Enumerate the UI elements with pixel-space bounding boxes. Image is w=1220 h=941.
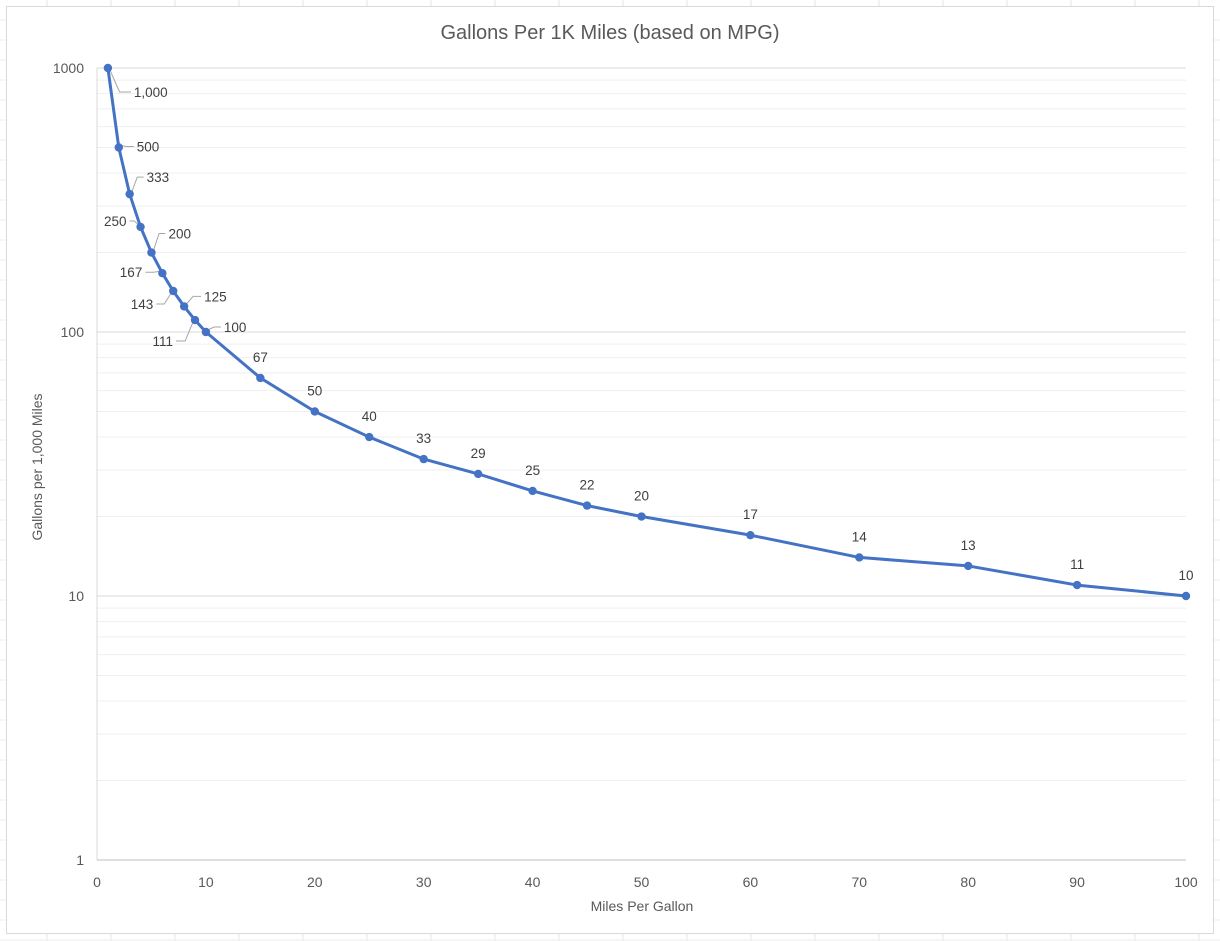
chart-title[interactable]: Gallons Per 1K Miles (based on MPG) — [440, 22, 779, 44]
data-point[interactable] — [855, 553, 864, 562]
leader-line — [185, 295, 202, 305]
data-label[interactable]: 13 — [961, 538, 976, 553]
data-label[interactable]: 50 — [307, 383, 322, 398]
data-point[interactable] — [1072, 580, 1082, 590]
leader-line — [152, 233, 166, 251]
x-axis-ticks: 0 10 20 30 40 50 60 70 80 90 100 — [93, 874, 1198, 890]
data-label[interactable]: 11 — [1070, 557, 1084, 572]
data-point[interactable] — [528, 486, 537, 496]
data-point[interactable] — [179, 302, 189, 311]
data-point[interactable] — [125, 189, 134, 199]
leader-line — [207, 326, 221, 331]
data-label[interactable]: 143 — [131, 297, 154, 312]
data-point[interactable] — [964, 561, 973, 571]
data-label[interactable]: 22 — [580, 478, 595, 493]
y-tick-label: 10 — [68, 588, 84, 604]
data-label[interactable]: 33 — [416, 431, 431, 446]
leader-line — [176, 321, 194, 342]
data-point[interactable] — [114, 143, 123, 152]
data-point[interactable] — [158, 269, 167, 278]
data-point[interactable] — [419, 454, 428, 464]
y-tick-label: 1 — [76, 852, 84, 868]
x-tick-label: 80 — [960, 874, 976, 890]
minor-gridlines — [97, 79, 1186, 782]
data-point[interactable] — [1181, 591, 1191, 601]
x-tick-label: 20 — [307, 874, 323, 890]
data-label[interactable]: 167 — [120, 265, 143, 280]
data-label[interactable]: 40 — [362, 409, 377, 424]
x-tick-label: 50 — [634, 874, 650, 890]
data-label[interactable]: 29 — [471, 446, 486, 461]
data-point[interactable] — [637, 512, 646, 521]
x-tick-label: 30 — [416, 874, 432, 890]
data-labels: 1,000 500 333 250 200 167 143 125 111 100 67 50 40 33… — [104, 85, 1193, 583]
leader-line — [120, 144, 134, 147]
data-label[interactable]: 1,000 — [134, 85, 168, 100]
x-tick-label: 0 — [93, 874, 101, 890]
y-axis-ticks: 1 10 100 1000 — [53, 60, 84, 868]
leader-line — [156, 292, 172, 305]
data-point[interactable] — [201, 327, 211, 337]
data-label[interactable]: 125 — [204, 289, 227, 304]
data-label[interactable]: 111 — [152, 334, 173, 349]
x-tick-label: 70 — [852, 874, 868, 890]
y-axis-title[interactable]: Gallons per 1,000 Miles — [29, 393, 45, 540]
data-label[interactable]: 100 — [224, 320, 247, 335]
data-point[interactable] — [169, 286, 178, 296]
data-label-leader-lines — [109, 69, 221, 342]
leader-line — [131, 176, 144, 193]
data-label[interactable]: 250 — [104, 214, 127, 229]
data-label[interactable]: 20 — [634, 489, 649, 504]
leader-line — [109, 69, 131, 93]
data-point[interactable] — [136, 222, 145, 232]
y-tick-label: 100 — [61, 324, 85, 340]
data-point[interactable] — [190, 315, 200, 325]
data-point[interactable] — [103, 63, 113, 73]
data-label[interactable]: 14 — [852, 529, 868, 544]
data-label[interactable]: 25 — [525, 463, 540, 478]
leader-line — [145, 270, 161, 273]
x-tick-label: 100 — [1174, 874, 1198, 890]
data-label[interactable]: 17 — [743, 507, 758, 522]
x-tick-label: 90 — [1069, 874, 1085, 890]
major-gridlines — [96, 67, 1186, 860]
data-label[interactable]: 200 — [168, 227, 191, 242]
y-tick-label: 1000 — [53, 60, 84, 76]
data-point[interactable] — [147, 248, 156, 257]
leader-line — [129, 220, 139, 226]
data-point[interactable] — [582, 501, 592, 510]
data-point[interactable] — [310, 407, 319, 416]
data-label[interactable]: 500 — [137, 139, 160, 154]
x-tick-label: 10 — [198, 874, 214, 890]
data-point[interactable] — [365, 432, 374, 442]
data-label[interactable]: 67 — [253, 350, 268, 365]
data-point[interactable] — [256, 373, 265, 383]
data-points — [103, 63, 1191, 601]
x-axis-title[interactable]: Miles Per Gallon — [591, 898, 694, 914]
chart-area[interactable]: 0 10 20 30 40 50 60 70 80 90 100 1 10 100 1000 1,000 5… — [6, 6, 1214, 934]
x-tick-label: 60 — [743, 874, 759, 890]
data-label[interactable]: 10 — [1178, 568, 1193, 583]
data-label[interactable]: 333 — [147, 170, 170, 185]
x-tick-label: 40 — [525, 874, 541, 890]
data-point[interactable] — [473, 469, 483, 479]
data-point[interactable] — [746, 530, 755, 540]
